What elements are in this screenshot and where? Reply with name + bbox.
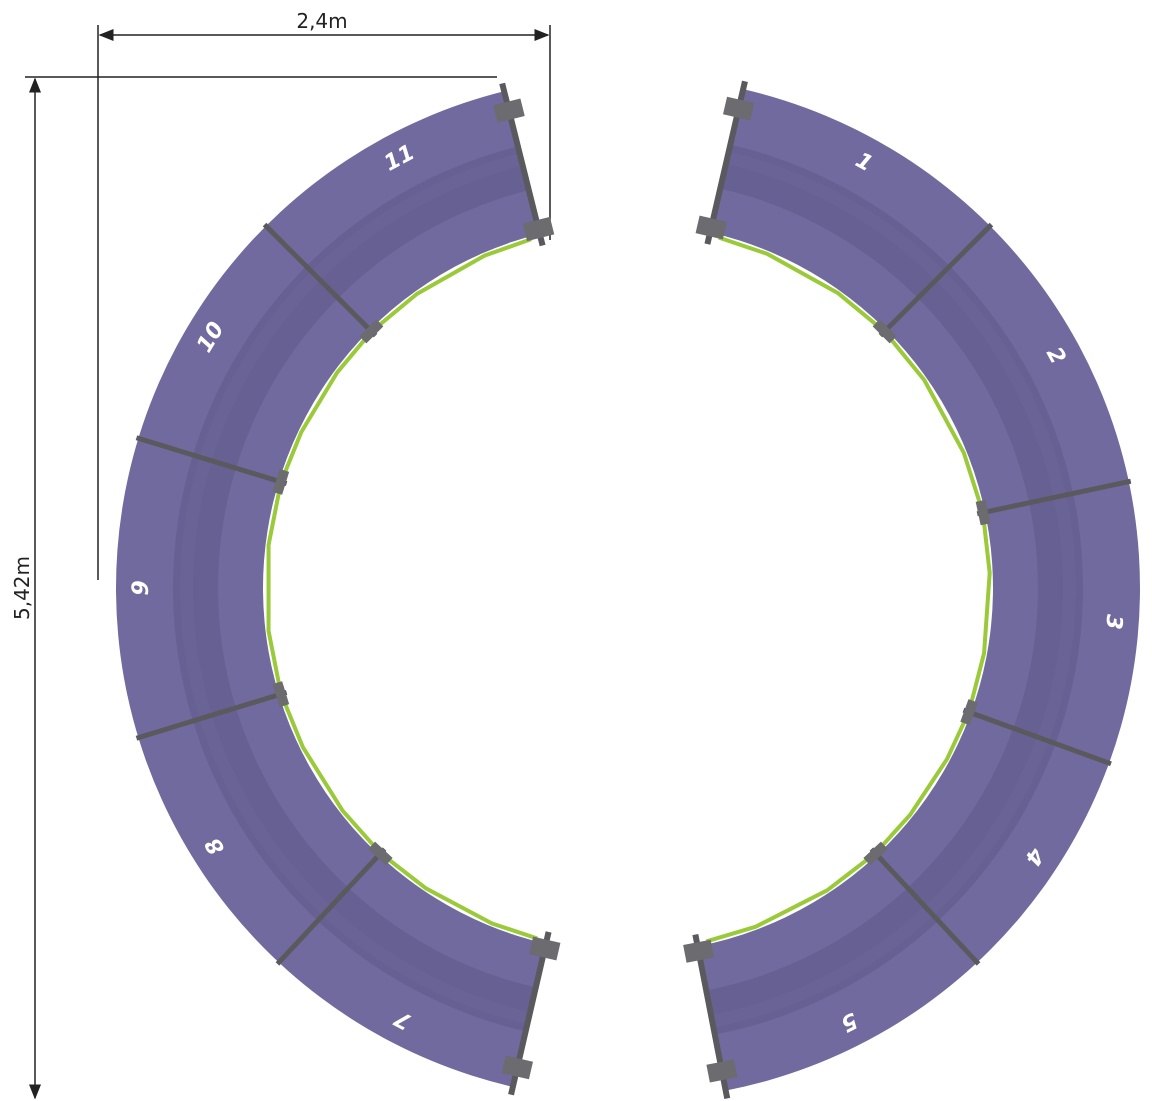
segment-divider [962, 707, 1112, 767]
support-frame [969, 521, 992, 704]
support-frames [266, 235, 992, 944]
end-bracket [683, 939, 715, 963]
support-frame [266, 490, 282, 686]
support-frame [705, 857, 870, 944]
width-dimension-label: 2,4m [296, 9, 347, 33]
support-frame [718, 235, 879, 327]
support-frame [377, 237, 532, 327]
support-frame [880, 719, 967, 848]
support-frame [282, 337, 367, 474]
segment-divider [976, 478, 1132, 517]
left-half-seat [116, 91, 546, 1087]
segment-divider [869, 847, 981, 966]
end-brackets [272, 96, 991, 1083]
height-dimension-label: 5,42m [10, 556, 34, 620]
segment-divider [878, 222, 994, 338]
segment-divider [135, 435, 288, 487]
end-bracket [529, 936, 561, 961]
end-bracket [522, 216, 555, 242]
segment-divider [135, 689, 288, 741]
left-half-shade [172, 146, 536, 1032]
joint-bracket [863, 841, 888, 866]
support-frame [889, 337, 982, 505]
support-frame [386, 857, 538, 941]
dimension-lines [25, 25, 551, 1100]
end-bracket [706, 1059, 738, 1083]
support-frame [282, 702, 376, 848]
joint-bracket [272, 681, 290, 708]
joint-bracket [872, 319, 897, 344]
segment-number: 9 [129, 580, 154, 595]
right-half-seat [697, 89, 1140, 1091]
end-bracket [501, 1055, 533, 1080]
segment-number: 3 [1100, 613, 1126, 630]
end-bracket [723, 96, 755, 121]
joint-bracket [975, 499, 991, 526]
joint-bracket [359, 319, 384, 344]
right-half-shade [706, 144, 1084, 1035]
end-bracket [493, 98, 525, 123]
segment-divider [275, 847, 387, 966]
joint-bracket [272, 468, 290, 495]
end-bracket [695, 215, 727, 240]
segment-divider [262, 222, 378, 338]
joint-bracket [960, 699, 978, 726]
joint-bracket [368, 841, 393, 866]
